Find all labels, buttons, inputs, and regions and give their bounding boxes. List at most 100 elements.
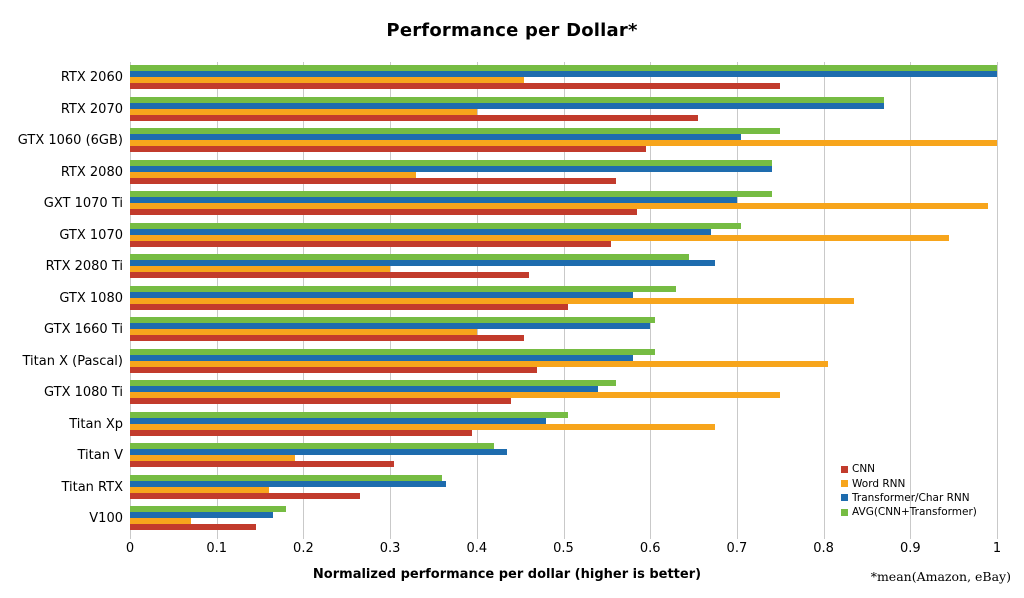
x-tick-0.5: 0.5 xyxy=(553,541,574,556)
bar-transformer-char-rnn-rtx-2080 xyxy=(130,165,772,172)
bar-word-rnn-gtx-1080-ti xyxy=(130,392,781,399)
y-label-gtx-1080-ti: GTX 1080 Ti xyxy=(44,385,123,401)
bar-word-rnn-gtx-1070 xyxy=(130,234,950,241)
y-label-rtx-2060: RTX 2060 xyxy=(60,70,123,85)
bar-word-rnn-v100 xyxy=(130,518,191,525)
y-label-gtx-1060-6gb: GTX 1060 (6GB) xyxy=(17,133,123,149)
legend-label-cnn: CNN xyxy=(852,463,876,476)
bar-word-rnn-titan-v xyxy=(130,455,295,462)
footnote: *mean(Amazon, eBay) xyxy=(870,569,1011,584)
bar-avg-cnn-transformer-titan-rtx xyxy=(130,474,443,481)
bar-cnn-gtx-1080-ti xyxy=(130,398,512,405)
bar-cnn-titan-v xyxy=(130,461,395,468)
x-tick-0.6: 0.6 xyxy=(639,541,661,556)
bar-avg-cnn-transformer-rtx-2080 xyxy=(130,159,772,166)
bar-word-rnn-rtx-2070 xyxy=(130,108,477,115)
bar-avg-cnn-transformer-rtx-2080-ti xyxy=(130,254,690,261)
y-label-titan-rtx: Titan RTX xyxy=(61,479,123,495)
legend-label-avg-cnn-transformer: AVG(CNN+Transformer) xyxy=(852,506,977,519)
y-label-titan-x-pascal: Titan X (Pascal) xyxy=(22,353,124,369)
x-tick-0.8: 0.8 xyxy=(813,541,834,556)
bar-cnn-rtx-2070 xyxy=(130,114,698,121)
legend: CNN Word RNN Transformer/Char RNN AVG(CNN+T… xyxy=(841,462,977,520)
y-label-gtx-1660-ti: GTX 1660 Ti xyxy=(44,322,123,338)
legend-label-word-rnn: Word RNN xyxy=(852,477,906,490)
bar-cnn-titan-xp xyxy=(130,429,473,436)
y-label-rtx-2080: RTX 2080 xyxy=(60,164,123,180)
bar-transformer-char-rnn-gtx-1080 xyxy=(130,291,633,298)
bar-cnn-gtx-1070 xyxy=(130,240,612,247)
bar-avg-cnn-transformer-gtx-1070 xyxy=(130,222,742,229)
x-tick-0.3: 0.3 xyxy=(379,541,401,556)
bar-word-rnn-gxt-1070-ti xyxy=(130,203,989,210)
bar-word-rnn-gtx-1660-ti xyxy=(130,329,477,336)
bar-avg-cnn-transformer-gxt-1070-ti xyxy=(130,191,772,198)
bar-avg-cnn-transformer-gtx-1080 xyxy=(130,285,677,292)
x-axis-tick-labels: 0 0.1 0.2 0.3 0.4 0.5 0.6 0.7 0.8 0.9 1 xyxy=(126,541,1001,559)
x-tick-0.2: 0.2 xyxy=(293,541,314,556)
bar-avg-cnn-transformer-rtx-2070 xyxy=(130,96,885,103)
bar-transformer-char-rnn-gtx-1060-6gb xyxy=(130,134,742,141)
y-label-titan-xp: Titan Xp xyxy=(69,416,123,432)
bar-transformer-char-rnn-gtx-1660-ti xyxy=(130,323,651,330)
y-label-rtx-2080-ti: RTX 2080 Ti xyxy=(45,259,123,275)
bar-word-rnn-titan-x-pascal xyxy=(130,360,828,367)
gridline-x-1 xyxy=(997,62,998,539)
bar-cnn-gtx-1060-6gb xyxy=(130,146,646,153)
y-label-gtx-1070: GTX 1070 xyxy=(59,227,123,243)
y-label-gxt-1070-ti: GXT 1070 Ti xyxy=(43,196,123,212)
bar-transformer-char-rnn-rtx-2060 xyxy=(130,71,997,77)
bar-transformer-char-rnn-titan-x-pascal xyxy=(130,354,633,361)
y-label-titan-v: Titan V xyxy=(77,448,123,464)
legend-swatch-transformer-char-rnn xyxy=(841,494,848,502)
bar-avg-cnn-transformer-rtx-2060 xyxy=(130,65,997,71)
bar-word-rnn-titan-rtx xyxy=(130,486,269,493)
plot-area xyxy=(130,62,998,539)
bar-cnn-v100 xyxy=(130,524,256,531)
x-tick-0.7: 0.7 xyxy=(726,541,748,556)
legend-item-avg-cnn-transformer: AVG(CNN+Transformer) xyxy=(841,505,977,519)
y-label-v100: V100 xyxy=(89,511,123,527)
x-tick-0.1: 0.1 xyxy=(206,541,228,556)
bar-transformer-char-rnn-gxt-1070-ti xyxy=(130,197,737,204)
legend-item-transformer-char-rnn: Transformer/Char RNN xyxy=(841,491,977,505)
bar-transformer-char-rnn-titan-v xyxy=(130,449,508,456)
bar-transformer-char-rnn-gtx-1070 xyxy=(130,228,711,235)
bar-transformer-char-rnn-titan-rtx xyxy=(130,480,447,487)
bar-transformer-char-rnn-rtx-2070 xyxy=(130,102,885,109)
x-tick-0.4: 0.4 xyxy=(466,541,488,556)
bar-avg-cnn-transformer-titan-v xyxy=(130,443,495,450)
bar-avg-cnn-transformer-v100 xyxy=(130,506,287,513)
legend-swatch-word-rnn xyxy=(841,480,848,488)
bar-word-rnn-rtx-2080-ti xyxy=(130,266,391,273)
legend-label-transformer-char-rnn: Transformer/Char RNN xyxy=(852,491,970,504)
bar-word-rnn-rtx-2060 xyxy=(130,77,525,83)
bar-avg-cnn-transformer-titan-x-pascal xyxy=(130,348,655,355)
bar-avg-cnn-transformer-gtx-1660-ti xyxy=(130,317,655,324)
bar-cnn-gtx-1080 xyxy=(130,303,568,310)
bar-word-rnn-gtx-1080 xyxy=(130,297,854,304)
bar-cnn-rtx-2080 xyxy=(130,177,616,184)
legend-swatch-avg-cnn-transformer xyxy=(841,508,848,516)
bar-word-rnn-titan-xp xyxy=(130,423,716,430)
bar-cnn-titan-rtx xyxy=(130,492,360,499)
x-axis-title: Normalized performance per dollar (highe… xyxy=(312,567,702,582)
bar-avg-cnn-transformer-gtx-1060-6gb xyxy=(130,128,781,135)
bar-transformer-char-rnn-gtx-1080-ti xyxy=(130,386,599,393)
bar-transformer-char-rnn-titan-xp xyxy=(130,417,547,424)
bar-cnn-gxt-1070-ti xyxy=(130,209,638,216)
bar-cnn-rtx-2080-ti xyxy=(130,272,529,279)
bar-avg-cnn-transformer-titan-xp xyxy=(130,411,568,418)
legend-item-word-rnn: Word RNN xyxy=(841,476,977,490)
bar-cnn-titan-x-pascal xyxy=(130,366,538,373)
x-tick-0: 0 xyxy=(125,541,135,556)
bar-word-rnn-rtx-2080 xyxy=(130,171,417,178)
bar-word-rnn-gtx-1060-6gb xyxy=(130,140,997,147)
bar-transformer-char-rnn-v100 xyxy=(130,512,274,519)
y-label-gtx-1080: GTX 1080 xyxy=(59,290,123,306)
bar-avg-cnn-transformer-gtx-1080-ti xyxy=(130,380,616,387)
x-tick-0.9: 0.9 xyxy=(899,541,921,556)
chart-title: Performance per Dollar* xyxy=(386,20,638,41)
y-axis-labels: RTX 2060 RTX 2070 GTX 1060 (6GB) RTX 2080 GX… xyxy=(0,62,123,535)
